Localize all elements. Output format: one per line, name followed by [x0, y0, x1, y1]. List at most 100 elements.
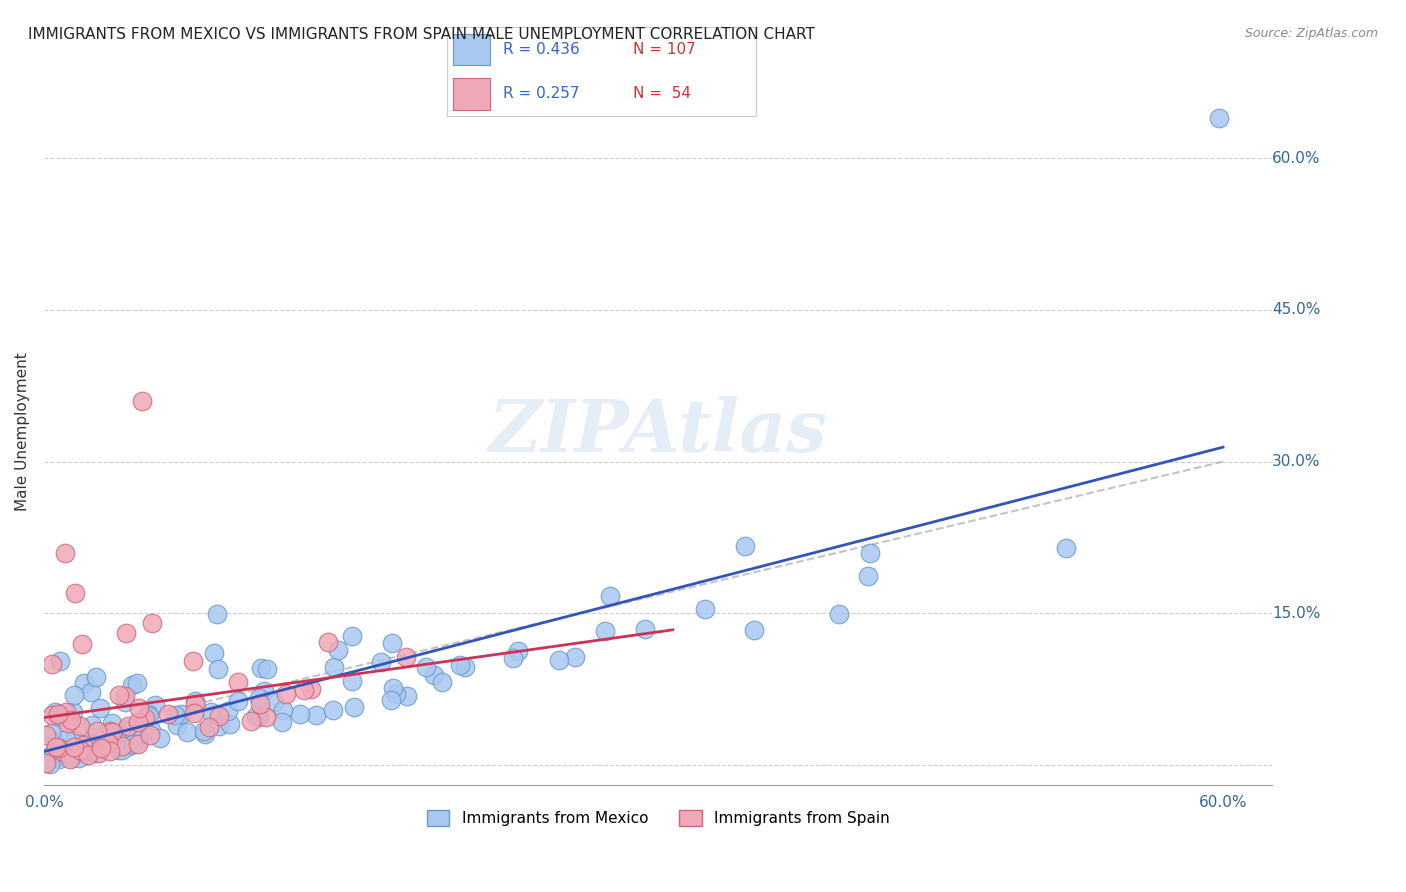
Immigrants from Mexico: [381, 681, 404, 696]
Immigrants from Mexico: [859, 546, 882, 560]
Immigrants from Mexico: [114, 695, 136, 709]
Immigrants from Spain: [41, 707, 63, 722]
Immigrants from Mexico: [247, 691, 270, 706]
Immigrants from Mexico: [73, 746, 96, 760]
Immigrants from Mexico: [380, 693, 402, 707]
Immigrants from Mexico: [271, 703, 294, 717]
Immigrants from Spain: [86, 723, 108, 738]
Immigrants from Spain: [98, 744, 121, 758]
Immigrants from Mexico: [41, 747, 63, 761]
Immigrants from Mexico: [122, 737, 145, 751]
Immigrants from Spain: [183, 706, 205, 721]
Immigrants from Mexico: [35, 753, 58, 767]
FancyBboxPatch shape: [453, 78, 491, 110]
Immigrants from Mexico: [828, 607, 851, 621]
Immigrants from Mexico: [205, 607, 228, 621]
Immigrants from Mexico: [39, 756, 62, 771]
Immigrants from Spain: [395, 649, 418, 664]
Immigrants from Mexico: [118, 739, 141, 754]
Immigrants from Spain: [63, 740, 86, 755]
Immigrants from Mexico: [385, 687, 408, 701]
Text: 45.0%: 45.0%: [1272, 302, 1320, 318]
Immigrants from Spain: [127, 715, 149, 730]
Text: R = 0.257: R = 0.257: [503, 87, 579, 101]
Immigrants from Spain: [87, 746, 110, 760]
Immigrants from Mexico: [207, 662, 229, 676]
Immigrants from Spain: [45, 739, 67, 754]
Immigrants from Spain: [90, 740, 112, 755]
Immigrants from Spain: [157, 706, 180, 721]
Immigrants from Spain: [49, 744, 72, 758]
Immigrants from Spain: [128, 701, 150, 715]
Immigrants from Mexico: [271, 714, 294, 729]
Immigrants from Mexico: [55, 732, 77, 747]
Immigrants from Mexico: [247, 709, 270, 723]
Immigrants from Mexico: [59, 750, 82, 764]
Immigrants from Mexico: [80, 739, 103, 753]
Immigrants from Mexico: [84, 670, 107, 684]
Immigrants from Mexico: [80, 685, 103, 699]
Immigrants from Spain: [48, 706, 70, 721]
Immigrants from Mexico: [508, 644, 530, 658]
Immigrants from Mexico: [56, 744, 79, 758]
Immigrants from Spain: [63, 586, 86, 600]
Immigrants from Mexico: [141, 723, 163, 738]
Immigrants from Mexico: [200, 706, 222, 720]
Immigrants from Spain: [226, 674, 249, 689]
Immigrants from Mexico: [183, 694, 205, 708]
Immigrants from Mexico: [89, 701, 111, 715]
Immigrants from Mexico: [143, 698, 166, 713]
Immigrants from Spain: [114, 690, 136, 704]
Immigrants from Spain: [76, 747, 98, 762]
Text: 60.0%: 60.0%: [1199, 795, 1247, 810]
Text: N =  54: N = 54: [633, 87, 690, 101]
Immigrants from Mexico: [165, 707, 187, 722]
Immigrants from Mexico: [695, 602, 717, 616]
Immigrants from Spain: [183, 697, 205, 711]
Immigrants from Mexico: [742, 623, 765, 637]
Immigrants from Mexico: [432, 674, 454, 689]
Immigrants from Mexico: [114, 723, 136, 737]
Immigrants from Mexico: [249, 661, 271, 675]
Immigrants from Mexico: [125, 676, 148, 690]
Immigrants from Mexico: [288, 707, 311, 722]
Text: Source: ZipAtlas.com: Source: ZipAtlas.com: [1244, 27, 1378, 40]
Immigrants from Spain: [316, 634, 339, 648]
Immigrants from Mexico: [41, 725, 63, 739]
Immigrants from Mexico: [422, 668, 444, 682]
Immigrants from Mexico: [62, 705, 84, 719]
Immigrants from Mexico: [51, 746, 73, 760]
Immigrants from Spain: [53, 545, 76, 559]
Immigrants from Mexico: [111, 743, 134, 757]
Text: 60.0%: 60.0%: [1272, 151, 1320, 166]
Text: R = 0.436: R = 0.436: [503, 42, 579, 56]
Immigrants from Mexico: [107, 743, 129, 757]
Immigrants from Spain: [70, 637, 93, 651]
Immigrants from Mexico: [77, 737, 100, 751]
Immigrants from Spain: [117, 719, 139, 733]
Immigrants from Spain: [59, 752, 82, 766]
Immigrants from Mexico: [595, 624, 617, 638]
Immigrants from Mexico: [564, 649, 586, 664]
Y-axis label: Male Unemployment: Male Unemployment: [15, 351, 30, 510]
Immigrants from Mexico: [149, 731, 172, 746]
Immigrants from Spain: [111, 739, 134, 754]
Immigrants from Mexico: [343, 699, 366, 714]
Immigrants from Mexico: [193, 724, 215, 739]
Immigrants from Mexico: [194, 727, 217, 741]
Immigrants from Mexico: [118, 732, 141, 747]
Immigrants from Mexico: [856, 569, 879, 583]
Immigrants from Mexico: [547, 653, 569, 667]
Immigrants from Mexico: [256, 662, 278, 676]
Text: 15.0%: 15.0%: [1272, 606, 1320, 621]
Immigrants from Mexico: [125, 731, 148, 745]
Immigrants from Spain: [41, 657, 63, 671]
Immigrants from Mexico: [121, 723, 143, 737]
Immigrants from Spain: [134, 711, 156, 725]
Immigrants from Spain: [198, 720, 221, 734]
Immigrants from Mexico: [502, 650, 524, 665]
Immigrants from Mexico: [1054, 541, 1077, 556]
Immigrants from Mexico: [263, 695, 285, 709]
Immigrants from Mexico: [219, 716, 242, 731]
Text: 30.0%: 30.0%: [1272, 454, 1320, 469]
